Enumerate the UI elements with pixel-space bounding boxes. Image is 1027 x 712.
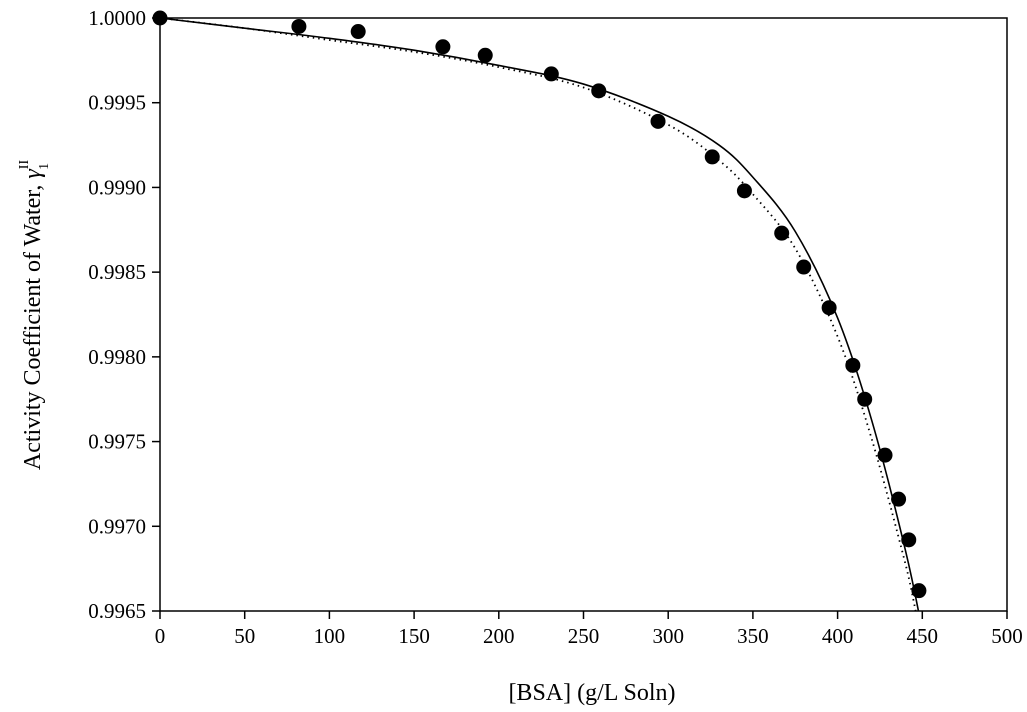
x-tick-label: 0 — [155, 624, 166, 648]
y-tick-label: 0.9965 — [88, 599, 146, 623]
series-dotted-line — [160, 17, 933, 611]
x-tick-label: 400 — [822, 624, 854, 648]
y-tick-label: 0.9985 — [88, 260, 146, 284]
x-tick-label: 100 — [314, 624, 346, 648]
data-point — [891, 491, 907, 507]
y-tick-label: 0.9995 — [88, 91, 146, 115]
y-axis-title-superscript: II — [17, 160, 32, 170]
y-axis-title-text: Activity Coefficient of Water, — [20, 179, 46, 470]
y-axis-title-symbol: γ — [20, 169, 46, 179]
plot-frame — [159, 17, 1008, 612]
y-tick-label: 0.9990 — [88, 175, 146, 199]
x-tick-label: 200 — [483, 624, 515, 648]
series-layer — [152, 10, 943, 611]
data-point — [650, 113, 666, 129]
x-tick-label: 450 — [907, 624, 939, 648]
data-point — [152, 10, 168, 26]
data-point — [350, 24, 366, 40]
data-point — [774, 225, 790, 241]
series-solid-line — [160, 17, 943, 611]
x-tick-label: 300 — [652, 624, 684, 648]
data-point — [845, 357, 861, 373]
data-point — [435, 39, 451, 55]
y-tick-label: 0.9980 — [88, 345, 146, 369]
y-axis-title: Activity Coefficient of Water, γII 1 — [17, 160, 52, 471]
y-axis-title-subscript: 1 — [37, 163, 52, 170]
y-axis: 0.9965 0.9970 0.9975 0.9980 0.9985 0.9990 0.99… — [88, 6, 160, 623]
plot-border — [159, 17, 1008, 612]
x-axis-title: [BSA] (g/L Soln) — [508, 680, 675, 706]
x-tick-label: 50 — [234, 624, 255, 648]
x-tick-label: 500 — [991, 624, 1023, 648]
data-point — [857, 391, 873, 407]
data-point — [911, 583, 927, 599]
y-tick-label: 0.9975 — [88, 430, 146, 454]
data-point — [704, 149, 720, 165]
y-tick-label: 0.9970 — [88, 514, 146, 538]
data-point — [877, 447, 893, 463]
data-point — [796, 259, 812, 275]
data-point — [821, 300, 837, 316]
svg-text:Activity Coefficient of Wat: Activity Coefficient of Water, γII 1 — [17, 160, 52, 471]
x-axis: 0 50 100 150 200 250 300 350 400 450 500 — [155, 611, 1023, 648]
data-point — [736, 183, 752, 199]
x-tick-label: 250 — [568, 624, 600, 648]
data-point — [543, 66, 559, 82]
y-tick-label: 1.0000 — [88, 6, 146, 30]
data-point — [477, 47, 493, 63]
x-tick-label: 350 — [737, 624, 769, 648]
data-point — [591, 83, 607, 99]
data-point — [291, 18, 307, 34]
data-point — [901, 532, 917, 548]
x-tick-label: 150 — [398, 624, 430, 648]
